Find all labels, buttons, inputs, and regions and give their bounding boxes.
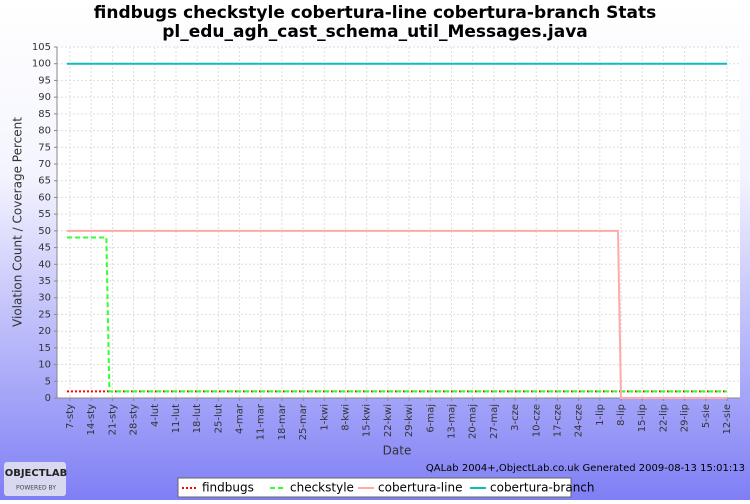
legend-label: cobertura-line bbox=[378, 481, 462, 495]
y-tick-label: 85 bbox=[38, 109, 51, 120]
x-axis-label: Date bbox=[383, 444, 412, 458]
x-tick-label: 25-lut bbox=[213, 404, 224, 433]
y-tick-label: 90 bbox=[38, 92, 51, 103]
y-tick-label: 25 bbox=[38, 309, 51, 320]
y-tick-label: 75 bbox=[38, 142, 51, 153]
y-tick-label: 40 bbox=[38, 259, 51, 270]
y-tick-label: 20 bbox=[38, 326, 51, 337]
y-tick-label: 60 bbox=[38, 192, 51, 203]
logo-sub: POWERED BY bbox=[16, 485, 56, 492]
y-tick-label: 10 bbox=[38, 360, 51, 371]
x-tick-label: 22-lip bbox=[658, 404, 669, 432]
y-tick-label: 0 bbox=[45, 393, 51, 404]
logo-box bbox=[4, 462, 66, 496]
y-tick-label: 35 bbox=[38, 276, 51, 287]
x-tick-label: 29-lip bbox=[680, 404, 691, 432]
y-tick-label: 65 bbox=[38, 176, 51, 187]
y-tick-label: 45 bbox=[38, 243, 51, 254]
footer: QALab 2004+,ObjectLab.co.uk Generated 20… bbox=[426, 463, 745, 474]
x-tick-label: 11-lut bbox=[171, 404, 182, 433]
x-tick-label: 18-lut bbox=[192, 404, 203, 433]
x-tick-label: 27-maj bbox=[489, 404, 500, 439]
y-axis-label: Violation Count / Coverage Percent bbox=[11, 117, 25, 327]
y-tick-label: 105 bbox=[32, 42, 51, 53]
legend bbox=[177, 477, 572, 498]
y-tick-label: 15 bbox=[38, 343, 51, 354]
x-tick-label: 4-lut bbox=[150, 404, 161, 427]
x-tick-label: 12-sie bbox=[722, 404, 733, 434]
x-tick-label: 8-kwi bbox=[341, 404, 352, 431]
chart-title: findbugs checkstyle cobertura-line cober… bbox=[94, 3, 657, 23]
x-tick-label: 8-lip bbox=[616, 404, 627, 426]
y-tick-label: 55 bbox=[38, 209, 51, 220]
y-tick-label: 100 bbox=[32, 59, 51, 70]
x-tick-label: 5-sie bbox=[701, 404, 712, 428]
plot-area bbox=[57, 47, 740, 398]
x-tick-label: 28-sty bbox=[129, 404, 140, 435]
y-tick-label: 70 bbox=[38, 159, 51, 170]
legend-label: findbugs bbox=[202, 481, 254, 495]
x-tick-label: 24-cze bbox=[574, 404, 585, 437]
y-tick-label: 95 bbox=[38, 75, 51, 86]
x-tick-label: 29-kwi bbox=[404, 404, 415, 437]
x-tick-label: 15-kwi bbox=[362, 404, 373, 437]
x-tick-label: 7-sty bbox=[65, 404, 76, 429]
line bbox=[66, 229, 727, 399]
x-tick-label: 14-sty bbox=[86, 404, 97, 435]
chart-subtitle: pl_edu_agh_cast_schema_util_Messages.jav… bbox=[162, 22, 588, 42]
x-tick-label: 15-lip bbox=[637, 404, 648, 432]
x-tick-label: 21-sty bbox=[107, 404, 118, 435]
x-tick-label: 10-cze bbox=[531, 404, 542, 437]
x-tick-label: 1-kwi bbox=[319, 404, 330, 431]
y-tick-label: 5 bbox=[45, 376, 51, 387]
x-tick-label: 17-cze bbox=[552, 404, 563, 437]
x-tick-label: 18-mar bbox=[277, 403, 288, 440]
x-tick-label: 3-cze bbox=[510, 404, 521, 431]
logo: OBJECTLAB bbox=[5, 468, 68, 479]
x-tick-label: 1-lip bbox=[595, 404, 606, 426]
y-tick-label: 30 bbox=[38, 293, 51, 304]
x-tick-label: 4-mar bbox=[235, 403, 246, 434]
line bbox=[66, 236, 727, 393]
x-tick-label: 6-maj bbox=[425, 404, 436, 433]
x-tick-label: 11-mar bbox=[256, 403, 267, 440]
x-tick-label: 25-mar bbox=[298, 403, 309, 440]
x-tick-label: 13-maj bbox=[446, 404, 457, 439]
legend-label: cobertura-branch bbox=[490, 481, 595, 495]
y-tick-label: 80 bbox=[38, 126, 51, 137]
y-tick-label: 50 bbox=[38, 226, 51, 237]
x-tick-label: 22-kwi bbox=[383, 404, 394, 437]
legend-label: checkstyle bbox=[290, 481, 354, 495]
x-tick-label: 20-maj bbox=[468, 404, 479, 439]
